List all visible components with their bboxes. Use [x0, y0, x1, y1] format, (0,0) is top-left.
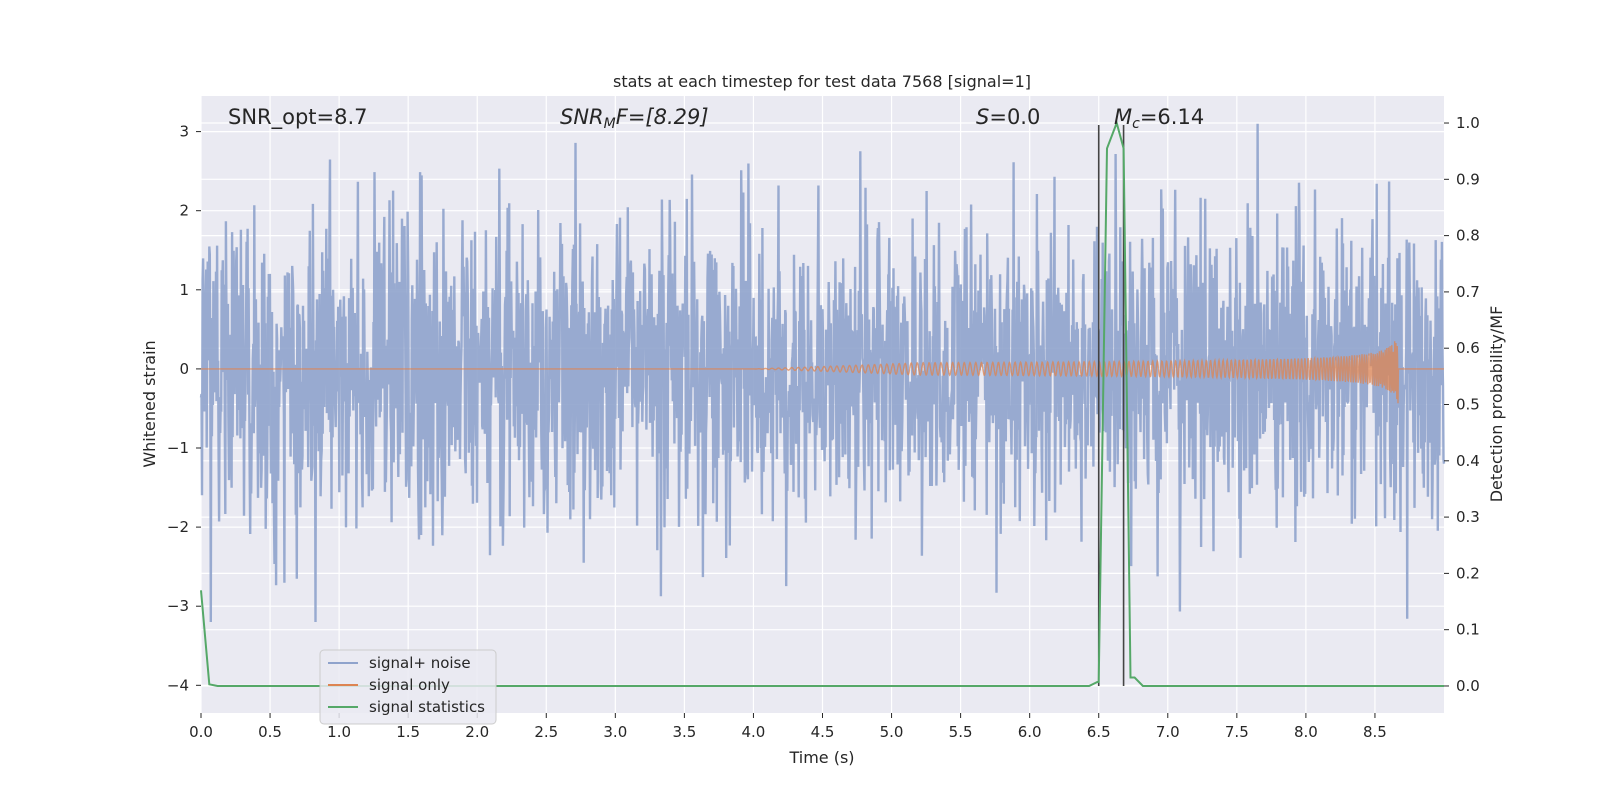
y-right-tick-label: 0.7: [1456, 283, 1480, 301]
y-tick-label: 3: [179, 123, 189, 141]
x-tick-label: 2.5: [534, 723, 558, 741]
signal-noise-series: [199, 123, 1446, 623]
x-tick-label: 3.5: [672, 723, 696, 741]
y-axis-right-label: Detection probability/MF: [1487, 306, 1506, 503]
y-right-tick-label: 0.1: [1456, 621, 1480, 639]
y-right-tick-label: 0.8: [1456, 227, 1480, 245]
annotation-s: S=0.0: [976, 105, 1040, 129]
y-right-tick-label: 0.4: [1456, 452, 1480, 470]
y-right-tick-label: 1.0: [1456, 114, 1480, 132]
axis-ticks: 0.0 0.5 1.0 1.5 2.0 2.5 3.0 3.5 4.0 4.5 5.0 5.5 6.0 6…: [167, 114, 1480, 741]
signal-only-series: [201, 341, 1444, 404]
x-tick-label: 4.0: [742, 723, 766, 741]
mc-rest: =6.14: [1140, 105, 1204, 129]
x-tick-label: 1.5: [396, 723, 420, 741]
y-tick-label: −2: [167, 518, 189, 536]
y-right-tick-label: 0.5: [1456, 396, 1480, 414]
chart-title: stats at each timestep for test data 756…: [613, 72, 1031, 91]
y-right-tick-label: 0.0: [1456, 677, 1480, 695]
y-tick-label: 2: [179, 202, 189, 220]
x-tick-label: 1.0: [327, 723, 351, 741]
annotation-snr-mf: SNRMF=[8.29]: [560, 105, 709, 132]
legend-label-signal: signal only: [369, 676, 450, 694]
y-axis-label: Whitened strain: [140, 340, 159, 467]
x-tick-label: 0.5: [258, 723, 282, 741]
x-tick-label: 8.5: [1363, 723, 1387, 741]
x-tick-label: 6.5: [1087, 723, 1111, 741]
snr-mf-base: SNR: [560, 105, 604, 129]
mc-sub: c: [1132, 116, 1140, 132]
legend: signal+ noise signal only signal statist…: [319, 649, 497, 725]
legend-label-stats: signal statistics: [369, 698, 485, 716]
x-tick-label: 6.0: [1018, 723, 1042, 741]
legend-box: [319, 649, 497, 725]
snr-mf-rest: F=[8.29]: [616, 105, 709, 129]
x-tick-label: 0.0: [189, 723, 213, 741]
s-rest: =0.0: [989, 105, 1040, 129]
y-tick-label: 1: [179, 281, 189, 299]
mc-label: M: [1114, 105, 1132, 129]
signal-line: [201, 341, 1444, 404]
y-right-tick-label: 0.2: [1456, 564, 1480, 582]
x-tick-label: 4.5: [811, 723, 835, 741]
x-tick-label: 5.5: [949, 723, 973, 741]
x-tick-label: 2.0: [465, 723, 489, 741]
y-tick-label: 0: [179, 360, 189, 378]
y-right-tick-label: 0.9: [1456, 170, 1480, 188]
x-tick-label: 5.0: [880, 723, 904, 741]
annotation-mc: Mc=6.14: [1114, 105, 1204, 132]
y-right-tick-label: 0.3: [1456, 508, 1480, 526]
x-axis-label: Time (s): [788, 748, 854, 767]
noise-line: [199, 123, 1446, 623]
annotation-snr-opt: SNR_opt=8.7: [228, 105, 368, 130]
legend-label-noise: signal+ noise: [369, 654, 471, 672]
y-tick-label: −3: [167, 597, 189, 615]
x-tick-label: 7.5: [1225, 723, 1249, 741]
y-right-tick-label: 0.6: [1456, 339, 1480, 357]
snr-mf-sub: M: [604, 116, 616, 132]
x-tick-label: 7.0: [1156, 723, 1180, 741]
x-tick-label: 8.0: [1294, 723, 1318, 741]
s-label: S: [976, 105, 989, 129]
x-tick-label: 3.0: [603, 723, 627, 741]
y-tick-label: −1: [167, 439, 189, 457]
y-tick-label: −4: [167, 676, 189, 694]
